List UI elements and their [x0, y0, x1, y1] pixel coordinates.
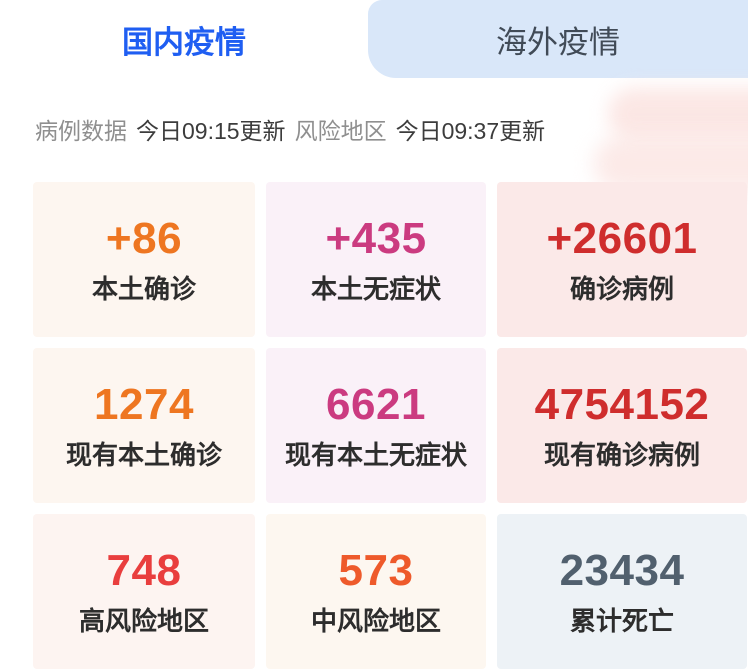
update-status-bar: 病例数据 今日09:15更新 风险地区 今日09:37更新 — [35, 116, 554, 146]
stat-label: 本土无症状 — [310, 274, 441, 304]
tab-overseas-epidemic[interactable]: 海外疫情 — [368, 0, 748, 78]
stat-value: +86 — [105, 214, 183, 263]
stat-value: 1274 — [94, 380, 194, 429]
stat-card-high-risk-areas[interactable]: 748 高风险地区 — [33, 514, 255, 669]
stat-value: +26601 — [546, 214, 698, 263]
risk-area-label: 风险地区 — [294, 118, 387, 144]
stat-card-current-local-confirmed[interactable]: 1274 现有本土确诊 — [33, 348, 255, 503]
stat-label: 现有本土无症状 — [284, 440, 467, 470]
stat-value: 6621 — [326, 380, 426, 429]
stat-label: 本土确诊 — [91, 274, 196, 304]
stat-card-local-confirmed-new[interactable]: +86 本土确诊 — [33, 182, 255, 337]
stat-card-local-asymptomatic-new[interactable]: +435 本土无症状 — [266, 182, 486, 337]
stat-card-current-local-asymptomatic[interactable]: 6621 现有本土无症状 — [266, 348, 486, 503]
stat-value: 748 — [106, 546, 182, 595]
tab-domestic-epidemic[interactable]: 国内疫情 — [0, 0, 368, 78]
stat-card-medium-risk-areas[interactable]: 573 中风险地区 — [266, 514, 486, 669]
stat-card-cumulative-deaths[interactable]: 23434 累计死亡 — [497, 514, 747, 669]
decorative-pink-blob — [608, 88, 748, 140]
stat-label: 高风险地区 — [78, 606, 209, 636]
stat-value: 23434 — [559, 546, 685, 595]
case-data-label: 病例数据 — [35, 118, 127, 144]
stat-label: 现有确诊病例 — [543, 440, 700, 470]
stat-label: 累计死亡 — [569, 606, 674, 636]
tab-bar: 国内疫情 海外疫情 — [0, 0, 748, 78]
stat-value: +435 — [325, 214, 427, 263]
case-data-update-time: 今日09:15更新 — [136, 118, 286, 144]
stats-grid: +86 本土确诊 +435 本土无症状 +26601 确诊病例 1274 现有本… — [33, 182, 747, 669]
stat-value: 573 — [338, 546, 414, 595]
stat-card-confirmed-cases-new[interactable]: +26601 确诊病例 — [497, 182, 747, 337]
risk-area-update-time: 今日09:37更新 — [395, 118, 546, 144]
stat-label: 现有本土确诊 — [65, 440, 222, 470]
stat-card-current-confirmed-cases[interactable]: 4754152 现有确诊病例 — [497, 348, 747, 503]
stat-label: 确诊病例 — [569, 274, 674, 304]
stat-value: 4754152 — [534, 380, 710, 429]
stat-label: 中风险地区 — [310, 606, 441, 636]
